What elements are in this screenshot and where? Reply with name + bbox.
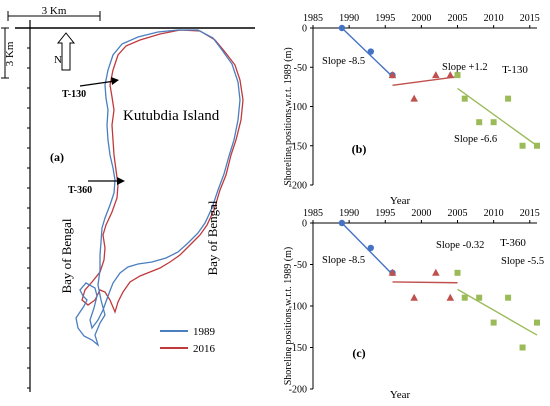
trend-line (341, 27, 393, 78)
x-tick-label: 2010 (484, 13, 504, 24)
trend-line (341, 222, 393, 275)
horizontal-scale-label: 3 Km (42, 5, 67, 17)
shoreline-2016 (81, 29, 244, 314)
slope-label: Slope +1.2 (442, 62, 488, 73)
x-tick-label: 1985 (303, 13, 323, 24)
data-point (519, 344, 526, 351)
data-point (454, 269, 461, 276)
data-point (534, 319, 540, 326)
x-tick-label: 1995 (375, 208, 395, 219)
panel-label-a: (a) (50, 150, 64, 164)
trend-line (457, 288, 538, 336)
data-point (446, 71, 455, 79)
x-tick-label: 1985 (303, 208, 323, 219)
bay-of-bengal-right: Bay of Bengal (205, 200, 220, 275)
north-label: N (54, 54, 62, 66)
x-tick-label: 1995 (375, 13, 395, 24)
data-point (490, 319, 497, 326)
data-point (432, 268, 440, 276)
data-point (490, 119, 497, 126)
data-point (519, 142, 526, 149)
x-tick-label: 2005 (448, 208, 468, 219)
data-point (461, 95, 468, 102)
chart-panel-b: 1985 1990 1995 2000 2005 2010 2015 0 -50 -100 -150… (283, 13, 540, 207)
data-point (338, 24, 346, 32)
transect-label: T-130 (502, 64, 528, 76)
data-point (505, 95, 512, 102)
x-tick-label: 2015 (520, 208, 540, 219)
y-tick-label: -150 (289, 141, 307, 152)
ruler-ticks (27, 27, 30, 389)
trend-line (392, 281, 458, 284)
data-point (476, 294, 483, 301)
chart-panel-c: 1985 1990 1995 2000 2005 2010 2015 0 -50 -100 -150… (283, 208, 544, 401)
data-point (476, 119, 483, 126)
legend-label-2016: 2016 (193, 343, 216, 355)
island-label: Kutubdia Island (123, 108, 220, 124)
data-point (446, 293, 455, 301)
y-tick-label: -50 (294, 260, 307, 271)
data-point (410, 94, 418, 102)
data-point (432, 71, 440, 79)
transect-label-t360: T-360 (68, 185, 92, 196)
x-axis-label: Year (390, 195, 411, 207)
vertical-scale-label: 3 Km (4, 41, 16, 66)
data-point (338, 219, 346, 227)
slope-label: Slope -6.6 (454, 134, 497, 145)
y-tick-label: 0 (302, 24, 307, 35)
x-tick-label: 2000 (411, 13, 431, 24)
map-panel: 3 Km 3 Km N T-130 T-360 Kutubdia Island … (1, 5, 255, 392)
y-axis-label: Shoreline positions w.r.t. 1989 (m) (283, 247, 294, 386)
data-point (367, 48, 375, 55)
shoreline-1989 (75, 29, 241, 347)
y-tick-label: -50 (294, 63, 307, 74)
x-tick-label: 2010 (484, 208, 504, 219)
panel-label: (c) (352, 346, 365, 360)
y-axis-label: Shoreline positions w.r.t. 1989 (m) (283, 47, 294, 186)
legend-label-1989: 1989 (193, 326, 216, 338)
x-tick-label: 1990 (339, 13, 359, 24)
data-point (388, 268, 397, 276)
trend-line (392, 75, 458, 86)
transect-arrow-t130 (79, 80, 116, 87)
y-tick-label: 0 (302, 219, 307, 230)
transect-label: T-360 (500, 237, 526, 249)
y-tick-label: -100 (289, 102, 307, 113)
data-point (461, 294, 468, 301)
data-point (410, 293, 418, 301)
trend-line (457, 87, 538, 147)
north-arrow-icon (56, 32, 76, 71)
x-axis-label: Year (390, 389, 411, 401)
slope-label: Slope -8.5 (322, 255, 365, 266)
x-tick-label: 2000 (411, 208, 431, 219)
slope-label: Slope -5.5 (501, 256, 544, 267)
data-point (388, 71, 397, 79)
y-tick-label: -200 (289, 385, 307, 396)
data-point (505, 294, 512, 301)
data-point (534, 142, 540, 149)
slope-label: Slope -0.32 (436, 240, 484, 251)
bay-of-bengal-left: Bay of Bengal (59, 218, 74, 293)
transect-arrowhead-t130-icon (111, 77, 119, 85)
slope-label: Slope -8.5 (322, 56, 365, 67)
x-tick-label: 2015 (520, 13, 540, 24)
x-tick-label: 1990 (339, 208, 359, 219)
panel-label: (b) (352, 142, 367, 156)
y-tick-label: -100 (289, 302, 307, 313)
y-tick-label: -200 (289, 181, 307, 192)
transect-label-t130: T-130 (62, 89, 86, 100)
map-legend: 1989 2016 (160, 326, 216, 355)
data-point (367, 244, 375, 252)
data-point (454, 72, 461, 79)
transect-arrowhead-t360-icon (117, 177, 125, 185)
x-tick-label: 2005 (448, 13, 468, 24)
y-tick-label: -150 (289, 343, 307, 354)
